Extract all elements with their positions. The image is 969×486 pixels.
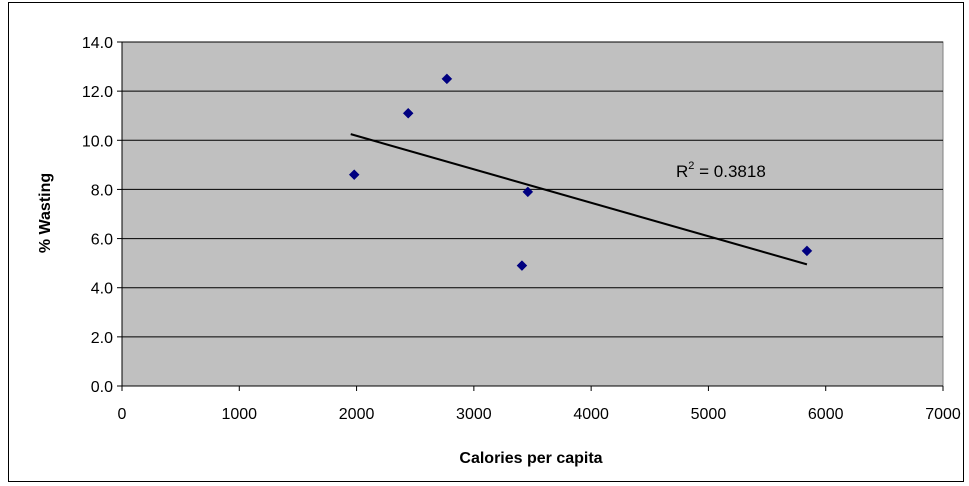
y-tick-label: 14.0 (82, 35, 113, 52)
x-axis-ticks: 0 1000 2000 3000 4000 5000 6000 7000 (118, 386, 961, 423)
y-tick-label: 4.0 (91, 281, 113, 298)
y-axis-title: % Wasting (37, 173, 54, 253)
y-tick-label: 10.0 (82, 133, 113, 150)
r-squared-r: R (676, 162, 688, 181)
x-tick-label: 7000 (925, 406, 961, 423)
x-tick-label: 0 (118, 406, 127, 423)
x-tick-label: 5000 (691, 406, 727, 423)
y-tick-label: 2.0 (91, 330, 113, 347)
x-tick-label: 4000 (573, 406, 609, 423)
x-axis-title: Calories per capita (459, 450, 602, 467)
x-tick-label: 6000 (808, 406, 844, 423)
data-point (402, 107, 414, 119)
data-point (522, 186, 534, 198)
y-axis-ticks: 0.0 2.0 4.0 6.0 8.0 10.0 12.0 14.0 (82, 35, 122, 396)
plot-area (121, 41, 944, 387)
x-tick-label: 2000 (339, 406, 375, 423)
y-tick-label: 0.0 (91, 379, 113, 396)
x-tick-label: 1000 (221, 406, 257, 423)
y-tick-label: 6.0 (91, 232, 113, 249)
y-tick-label: 12.0 (82, 84, 113, 101)
r-squared-sup: 2 (688, 160, 694, 172)
gridlines (122, 41, 943, 338)
r-squared-value: = 0.3818 (694, 162, 765, 181)
axes (121, 42, 943, 387)
data-point (348, 169, 360, 181)
data-point (801, 245, 813, 257)
data-point (516, 260, 528, 271)
data-point (441, 73, 453, 85)
r-squared-annotation: R2 = 0.3818 (676, 160, 766, 181)
y-tick-label: 8.0 (91, 182, 113, 199)
x-tick-label: 3000 (456, 406, 492, 423)
data-points (348, 73, 813, 271)
trendline (350, 133, 808, 266)
